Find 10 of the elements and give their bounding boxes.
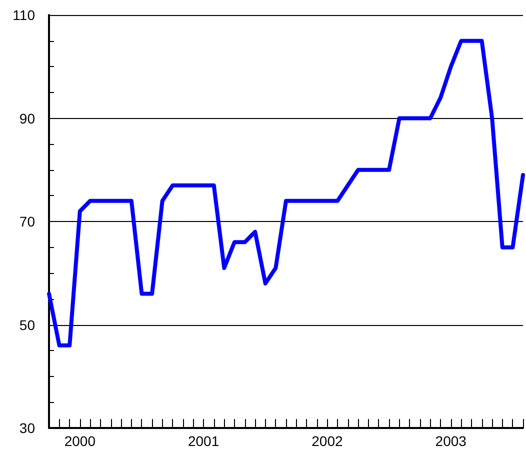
- x-tick-label: 2002: [312, 433, 343, 449]
- y-tick-label: 110: [12, 7, 36, 23]
- y-tick-label: 50: [19, 316, 36, 333]
- line-series: [47, 38, 525, 348]
- y-tick-label: 70: [19, 214, 36, 230]
- y-tick-label: 30: [19, 420, 36, 436]
- x-tick-label: 2000: [64, 433, 96, 449]
- y-tick-label: 90: [19, 110, 36, 126]
- x-tick-label: 2003: [435, 433, 467, 449]
- x-tick-label: 2001: [188, 433, 220, 449]
